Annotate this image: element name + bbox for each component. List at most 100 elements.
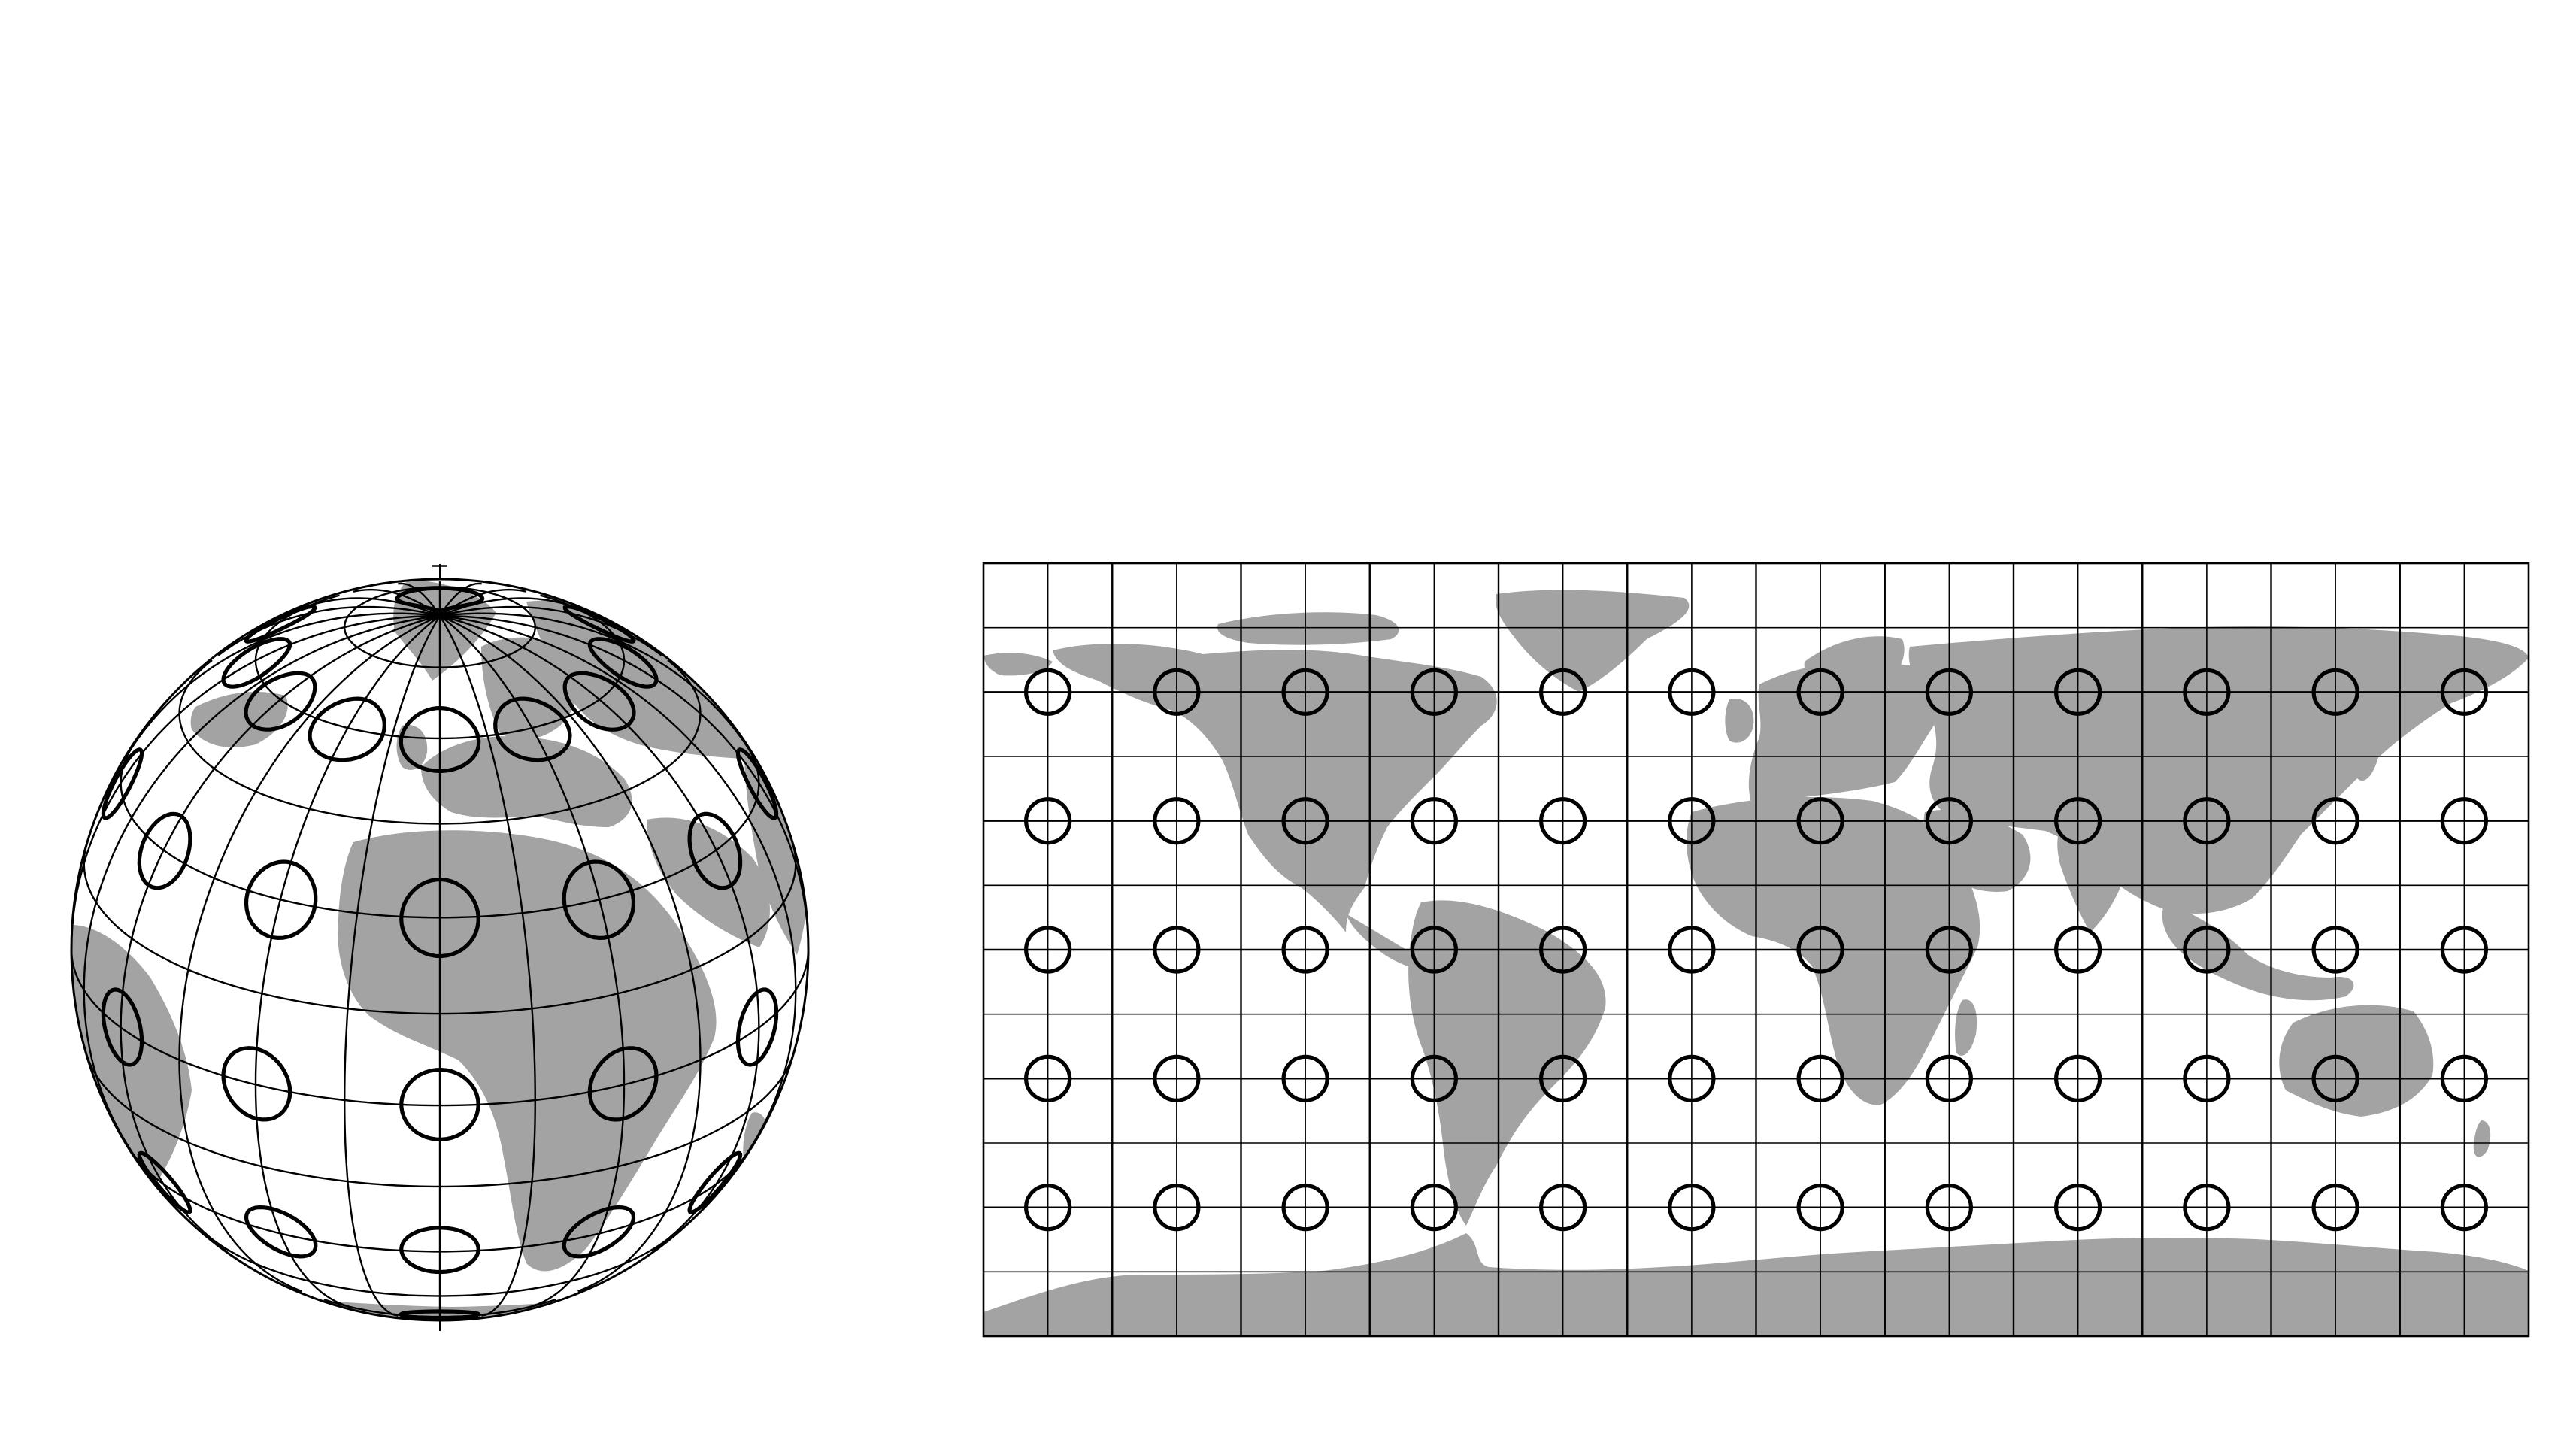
globe-parallel [344, 586, 536, 668]
map-tissot-circle [2183, 1184, 2231, 1232]
globe-tissot-circle [244, 1205, 318, 1259]
globe-meridian [439, 614, 702, 1293]
globe-tissot-circle [244, 859, 318, 941]
map-tissot-circle [2183, 668, 2231, 716]
globe-meridian [178, 614, 441, 1293]
equirectangular-map-panel [982, 562, 2530, 1338]
map-tissot-circle [1796, 1054, 1844, 1102]
globe-tissot-circle [399, 1309, 481, 1320]
map-tissot-circle [2440, 926, 2488, 974]
map-land-north-america [1053, 643, 1497, 932]
map-tissot-circle [1796, 668, 1844, 716]
map-tissot-circle [1668, 926, 1716, 974]
map-tissot-circle [1410, 668, 1458, 716]
globe-tissot-circle [244, 671, 317, 732]
map-land-africa [1687, 797, 1980, 1105]
map-tissot-circle [2054, 668, 2102, 716]
globe-tissot-circle [399, 1067, 480, 1141]
globe-meridian [439, 614, 808, 962]
map-tissot-circle [1668, 1184, 1716, 1232]
globe-tissot-circle [493, 696, 572, 762]
globe-tissot-circle [244, 604, 317, 644]
globe-parallel [120, 742, 760, 919]
globe-meridian [438, 615, 537, 1317]
map-tissot-circle [1024, 926, 1072, 974]
map-land-scandinavia [1804, 636, 1905, 703]
globe-parallel [207, 1235, 673, 1297]
globe-meridian [439, 614, 760, 1251]
map-tissot-circle [1281, 668, 1329, 716]
map-tissot-circle [1925, 1184, 1973, 1232]
globe-tissot-indicatrices [101, 586, 779, 1320]
globe-land-greenland-west [190, 692, 288, 747]
map-tissot-circle [2311, 926, 2359, 974]
globe-meridian [71, 614, 441, 962]
map-land-india [2057, 827, 2128, 932]
globe-tissot-circle [687, 811, 743, 890]
map-tissot-circle [1668, 1054, 1716, 1102]
globe-tissot-circle [221, 1046, 292, 1122]
globe-tissot-circle [221, 637, 292, 689]
globe-tissot-circle [562, 604, 636, 644]
globe-land-russia [526, 600, 774, 759]
globe-parallel [254, 594, 626, 740]
map-tissot-circle [1281, 926, 1329, 974]
globe-tissot-circle [137, 1150, 192, 1214]
map-tissot-circle [1410, 797, 1458, 845]
map-tissot-circle [2311, 1054, 2359, 1102]
globe-meridian [125, 612, 441, 758]
globe-parallel [178, 659, 702, 825]
map-tissot-circle [1281, 797, 1329, 845]
globe-tissot-circle [395, 586, 485, 613]
map-land-japan [2355, 721, 2381, 781]
map-tissot-circle [1024, 1054, 1072, 1102]
map-land-british-isles [1725, 699, 1754, 743]
map-tissot-circle [2183, 1054, 2231, 1102]
map-tissot-circle [1153, 797, 1201, 845]
globe-tissot-circle [562, 859, 636, 941]
map-tissot-circle [1539, 926, 1587, 974]
map-tissot-circle [1153, 1054, 1201, 1102]
globe-meridian [439, 612, 755, 758]
map-tissot-circle [2440, 797, 2488, 845]
globe-tissot-circle [399, 705, 481, 774]
map-graticule [983, 563, 2529, 1336]
map-tissot-circle [1925, 1054, 1973, 1102]
map-tissot-circle [1153, 1184, 1201, 1232]
globe-tissot-circle [735, 987, 779, 1067]
map-tissot-circle [2054, 1054, 2102, 1102]
map-tissot-circle [1024, 1184, 1072, 1232]
map-tissot-circle [2311, 668, 2359, 716]
map-tissot-circle [1925, 797, 1973, 845]
map-tissot-circle [2440, 668, 2488, 716]
globe-tissot-circle [562, 671, 636, 732]
map-tissot-circle [1668, 797, 1716, 845]
map-tissot-circle [2311, 1184, 2359, 1232]
map-tissot-circle [1539, 668, 1587, 716]
map-land-arctic-islands [1217, 612, 1399, 645]
map-tissot-circle [1539, 797, 1587, 845]
map-tissot-indicatrices [1024, 668, 2488, 1232]
map-frame [982, 562, 2530, 1338]
globe-parallel [71, 947, 808, 1107]
globe-tissot-circle [101, 987, 144, 1067]
map-tissot-circle [1925, 926, 1973, 974]
map-tissot-circle [2054, 1184, 2102, 1232]
map-land-south-america [1408, 900, 1606, 1226]
map-tissot-circle [1539, 1184, 1587, 1232]
map-tissot-circle [1410, 926, 1458, 974]
globe-parallel [131, 1150, 749, 1253]
globe-meridian [120, 614, 441, 1251]
globe-tissot-circle [587, 637, 659, 689]
globe-tissot-circle [101, 747, 144, 820]
globe-tissot-circle [137, 811, 192, 890]
globe-meridian [343, 615, 441, 1317]
map-tissot-circle [1410, 1054, 1458, 1102]
map-tissot-circle [1925, 668, 1973, 716]
map-tissot-circle [2183, 797, 2231, 845]
map-land-greenland [1496, 590, 1690, 692]
map-tissot-circle [1539, 1054, 1587, 1102]
map-tissot-circle [1281, 1054, 1329, 1102]
map-tissot-circle [1153, 926, 1201, 974]
globe-tissot-circle [399, 1226, 480, 1275]
